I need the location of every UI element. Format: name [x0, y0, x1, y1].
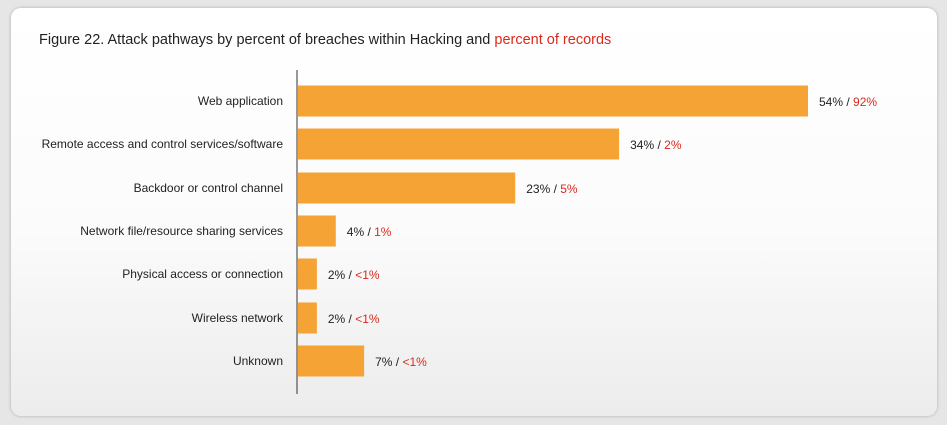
chart-title: Figure 22. Attack pathways by percent of… — [39, 32, 611, 48]
value-label-breaches-1: 34% / — [630, 138, 664, 152]
value-label-records-0: 92% — [853, 95, 877, 109]
value-label-breaches-0: 54% / — [819, 95, 853, 109]
bar-4 — [298, 258, 317, 290]
value-label-records-6: <1% — [402, 355, 427, 369]
value-label-4: 2% / <1% — [328, 268, 380, 282]
bar-3 — [298, 215, 336, 247]
value-label-3: 4% / 1% — [347, 225, 392, 239]
category-label-0: Web application — [198, 94, 283, 108]
value-label-breaches-5: 2% / — [328, 312, 355, 326]
chart-title-main: Figure 22. Attack pathways by percent of… — [39, 32, 491, 48]
value-label-breaches-3: 4% / — [347, 225, 374, 239]
value-label-breaches-6: 7% / — [375, 355, 402, 369]
category-label-1: Remote access and control services/softw… — [42, 137, 284, 151]
value-label-2: 23% / 5% — [526, 182, 578, 196]
bar-5 — [298, 302, 317, 334]
value-label-breaches-4: 2% / — [328, 268, 355, 282]
category-label-5: Wireless network — [192, 311, 284, 325]
bar-1 — [298, 128, 620, 160]
value-label-records-3: 1% — [374, 225, 392, 239]
value-label-5: 2% / <1% — [328, 312, 380, 326]
bar-2 — [298, 172, 516, 204]
value-label-records-2: 5% — [560, 182, 578, 196]
chart-title-highlight: percent of records — [494, 32, 612, 48]
value-label-records-5: <1% — [355, 312, 380, 326]
chart-card: Figure 22. Attack pathways by percent of… — [11, 8, 937, 416]
category-label-2: Backdoor or control channel — [134, 181, 283, 195]
bar-chart: Web application 54% / 92% Remote access an… — [42, 70, 877, 394]
value-label-records-4: <1% — [355, 268, 380, 282]
value-label-1: 34% / 2% — [630, 138, 682, 152]
value-label-6: 7% / <1% — [375, 355, 427, 369]
value-label-records-1: 2% — [664, 138, 682, 152]
bar-6 — [298, 345, 365, 377]
value-label-breaches-2: 23% / — [526, 182, 560, 196]
category-label-4: Physical access or connection — [122, 267, 283, 281]
bar-0 — [298, 85, 808, 117]
category-label-3: Network file/resource sharing services — [80, 224, 283, 238]
value-label-0: 54% / 92% — [819, 95, 877, 109]
category-label-6: Unknown — [233, 354, 283, 368]
